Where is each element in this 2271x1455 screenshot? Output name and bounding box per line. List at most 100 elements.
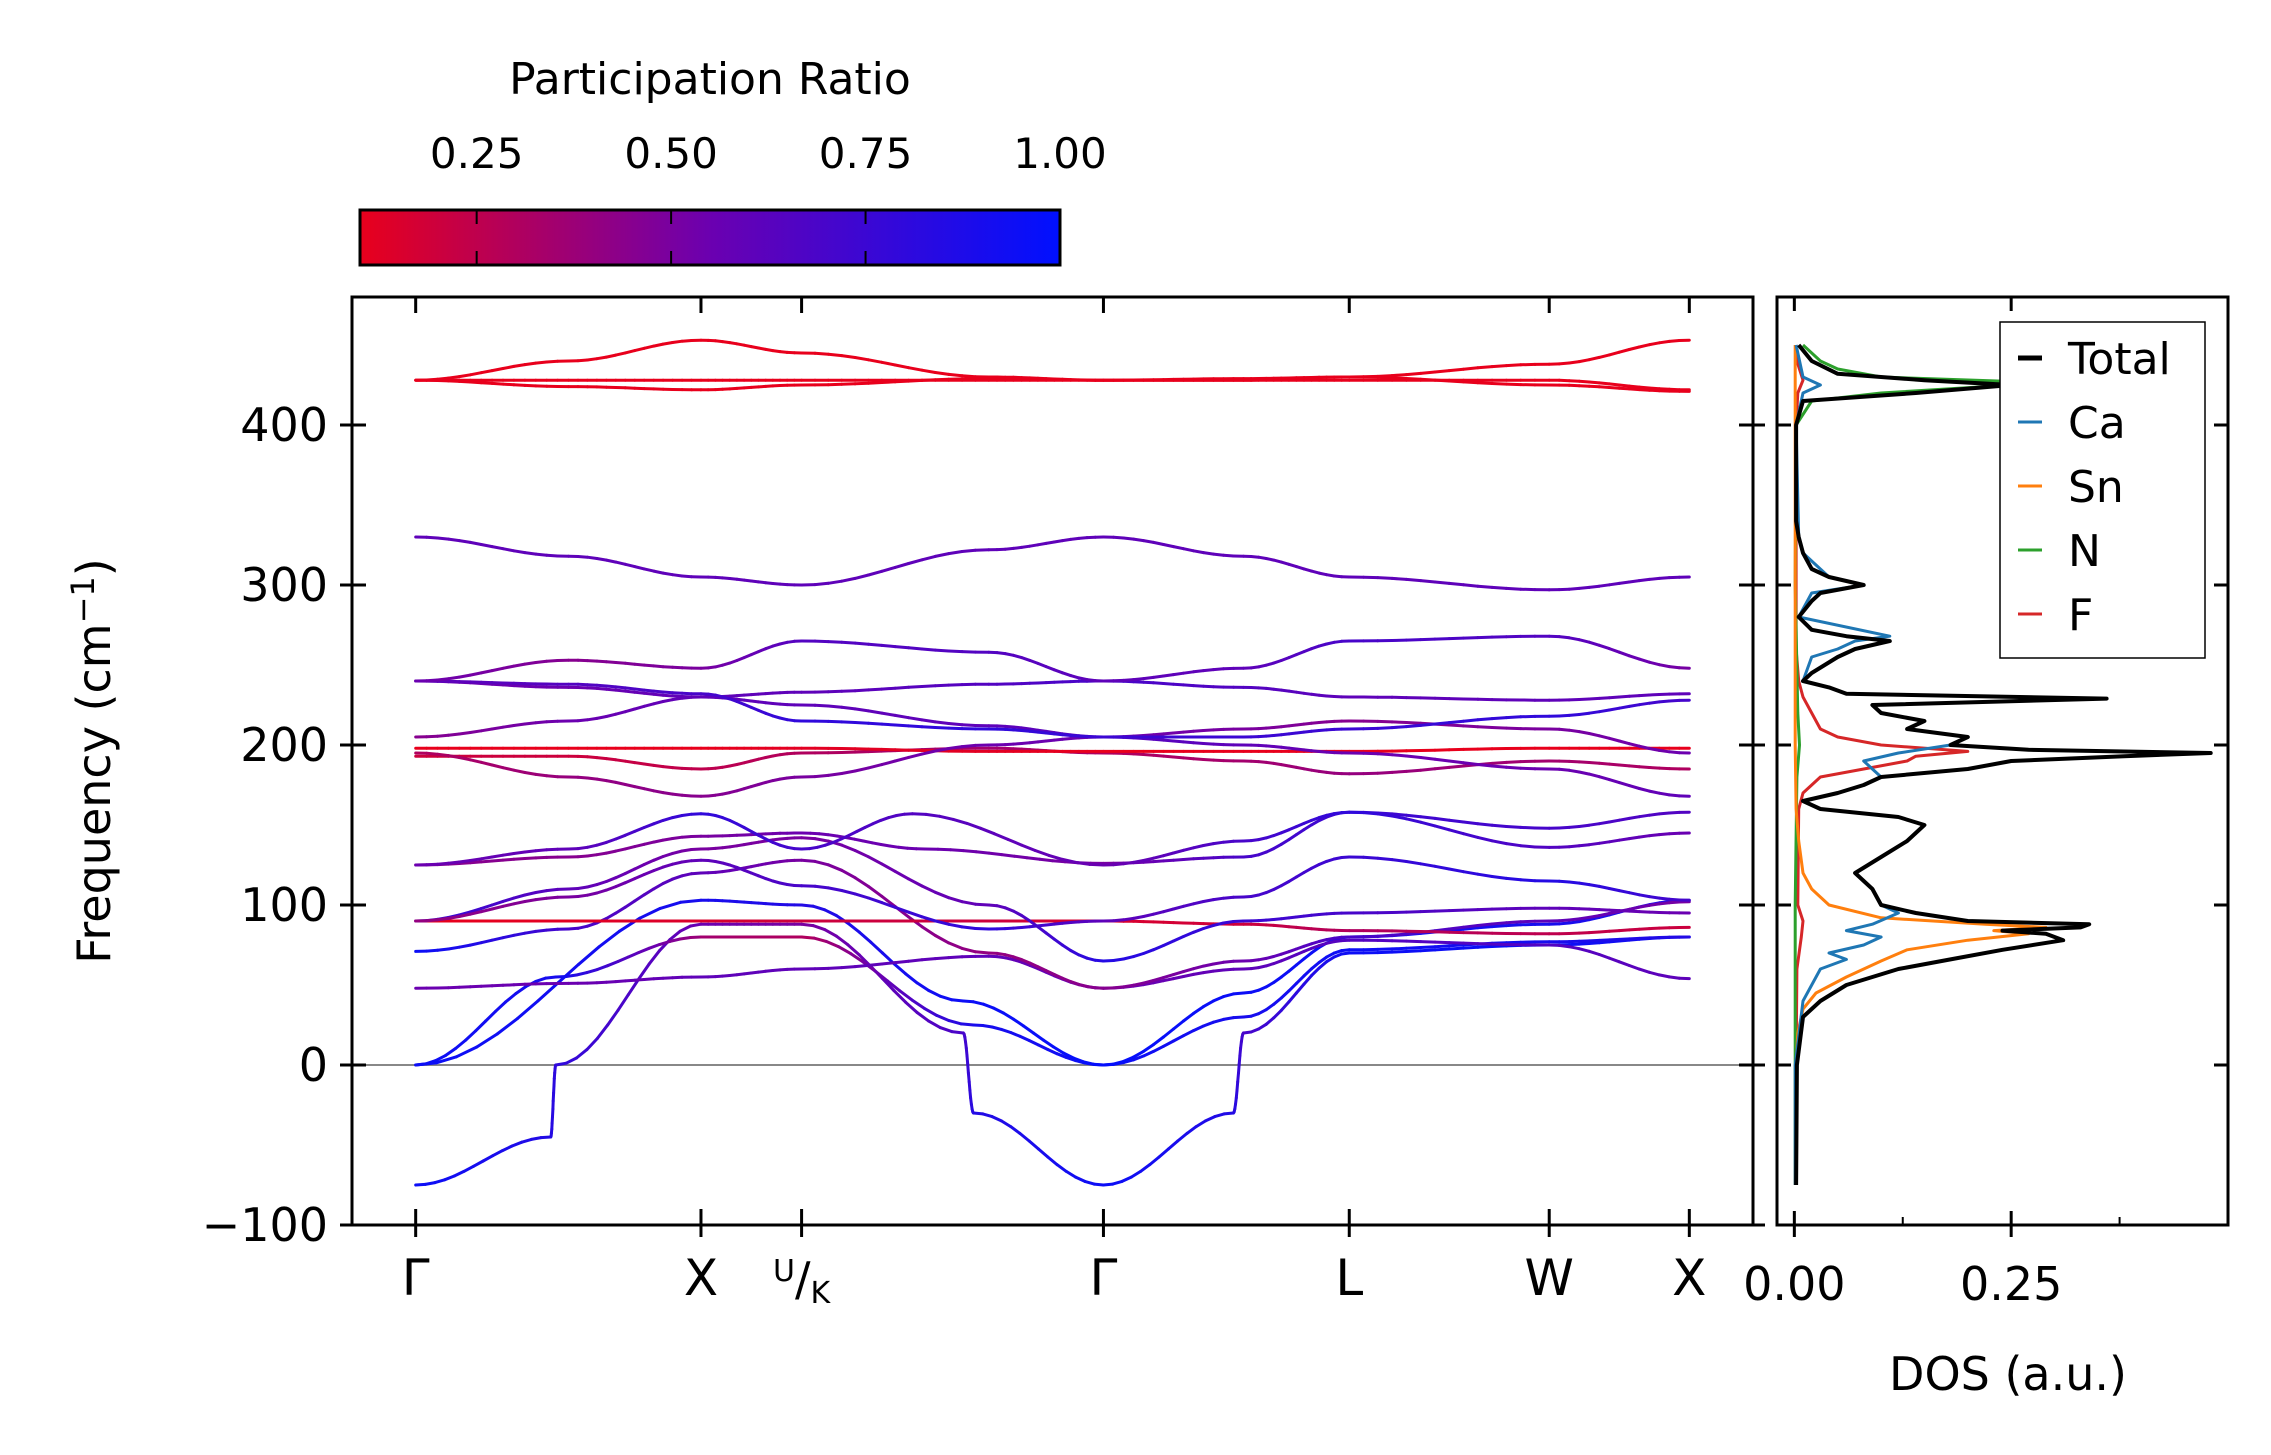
band-segment [840,843,857,852]
band-segment [1011,1017,1025,1028]
band-segment [1112,985,1125,990]
band-segment [1064,1056,1078,1063]
band-segment [1404,939,1423,944]
band-segment [1577,881,1591,887]
band-segment [1490,839,1508,846]
band-segment [512,893,527,900]
band-segment [434,1053,448,1063]
band-segment [1061,1051,1075,1060]
band-segment [1607,350,1621,357]
band-segment [1597,840,1611,845]
band-segment [604,980,618,984]
band-segment [867,569,884,577]
band-segment [1020,843,1037,852]
band-segment [501,933,516,940]
band-segment [1390,858,1408,863]
band-segment [446,754,461,759]
y-tick-label: 100 [240,878,328,932]
band-segment [1294,828,1306,837]
band-segment [661,690,675,695]
band-segment [614,560,627,566]
band-segment [1657,387,1671,391]
band-segment [1637,388,1651,392]
band-segment [920,554,937,562]
band-segment [907,646,924,651]
band-segment [1433,757,1451,763]
band-segment [1587,584,1601,589]
band-segment [633,704,646,711]
band-segment [446,915,461,920]
band-segment [1462,761,1480,766]
band-segment [880,711,897,717]
band-segment [920,749,937,756]
band-segment [1172,739,1185,744]
band-segment [512,549,527,555]
band-segment [1637,577,1651,583]
band-segment [436,916,450,922]
band-segment [1182,857,1195,861]
band-segment [1607,382,1621,387]
band-segment [1567,920,1581,925]
band-segment [927,1019,942,1030]
band-segment [1504,363,1523,368]
band-segment [1172,671,1185,677]
band-segment [1287,991,1298,1004]
band-segment [576,845,589,851]
band-segment [1419,909,1437,914]
band-segment [1376,726,1394,730]
band-segment [1627,764,1641,769]
band-segment [1162,977,1175,983]
band-segment [534,976,548,983]
band-segment [1172,858,1185,862]
band-segment [1476,942,1494,946]
band-low-7 [414,855,1691,931]
band-segment [623,689,637,694]
band-segment [853,381,870,386]
band-segment [834,934,850,947]
band-segment [826,579,844,585]
band-segment [512,900,527,906]
band-segment [1142,1043,1155,1053]
band-segment [623,349,637,355]
band-segment [679,898,703,904]
band-segment [1192,971,1205,976]
band-segment [1202,742,1215,746]
band-segment [1419,948,1437,953]
band-segment [1607,581,1621,587]
band-segment [523,551,538,556]
band-segment [904,972,919,985]
band-segment [1617,739,1631,746]
band-segment [1182,670,1195,675]
band-segment [633,842,646,849]
band-segment [425,535,439,540]
band-segment [1122,860,1135,866]
band-segment [1222,992,1235,999]
band-segment [1404,723,1423,729]
band-segment [575,971,589,977]
band-segment [661,816,675,822]
band-segment [491,1149,504,1158]
band-segment [1152,732,1165,737]
band-segment [1390,946,1408,951]
band-segment [501,857,516,862]
band-segment [933,919,951,926]
band-segment [585,843,599,849]
band-segment [947,955,964,960]
band-segment [638,906,662,920]
band-segment [933,890,951,900]
band-segment [534,896,549,902]
band-segment [1172,682,1185,687]
band-segment [1051,859,1067,864]
band-segment [647,949,661,966]
band-segment [1020,914,1032,923]
band-segment [1157,1147,1170,1159]
band-segment [853,766,870,773]
band-segment [1647,926,1661,931]
band-segment [880,380,897,384]
band-segment [1162,973,1175,980]
band-segment [1462,636,1480,640]
band-segment [800,922,815,928]
band-segment [1667,665,1681,670]
band-segment [1637,744,1651,750]
